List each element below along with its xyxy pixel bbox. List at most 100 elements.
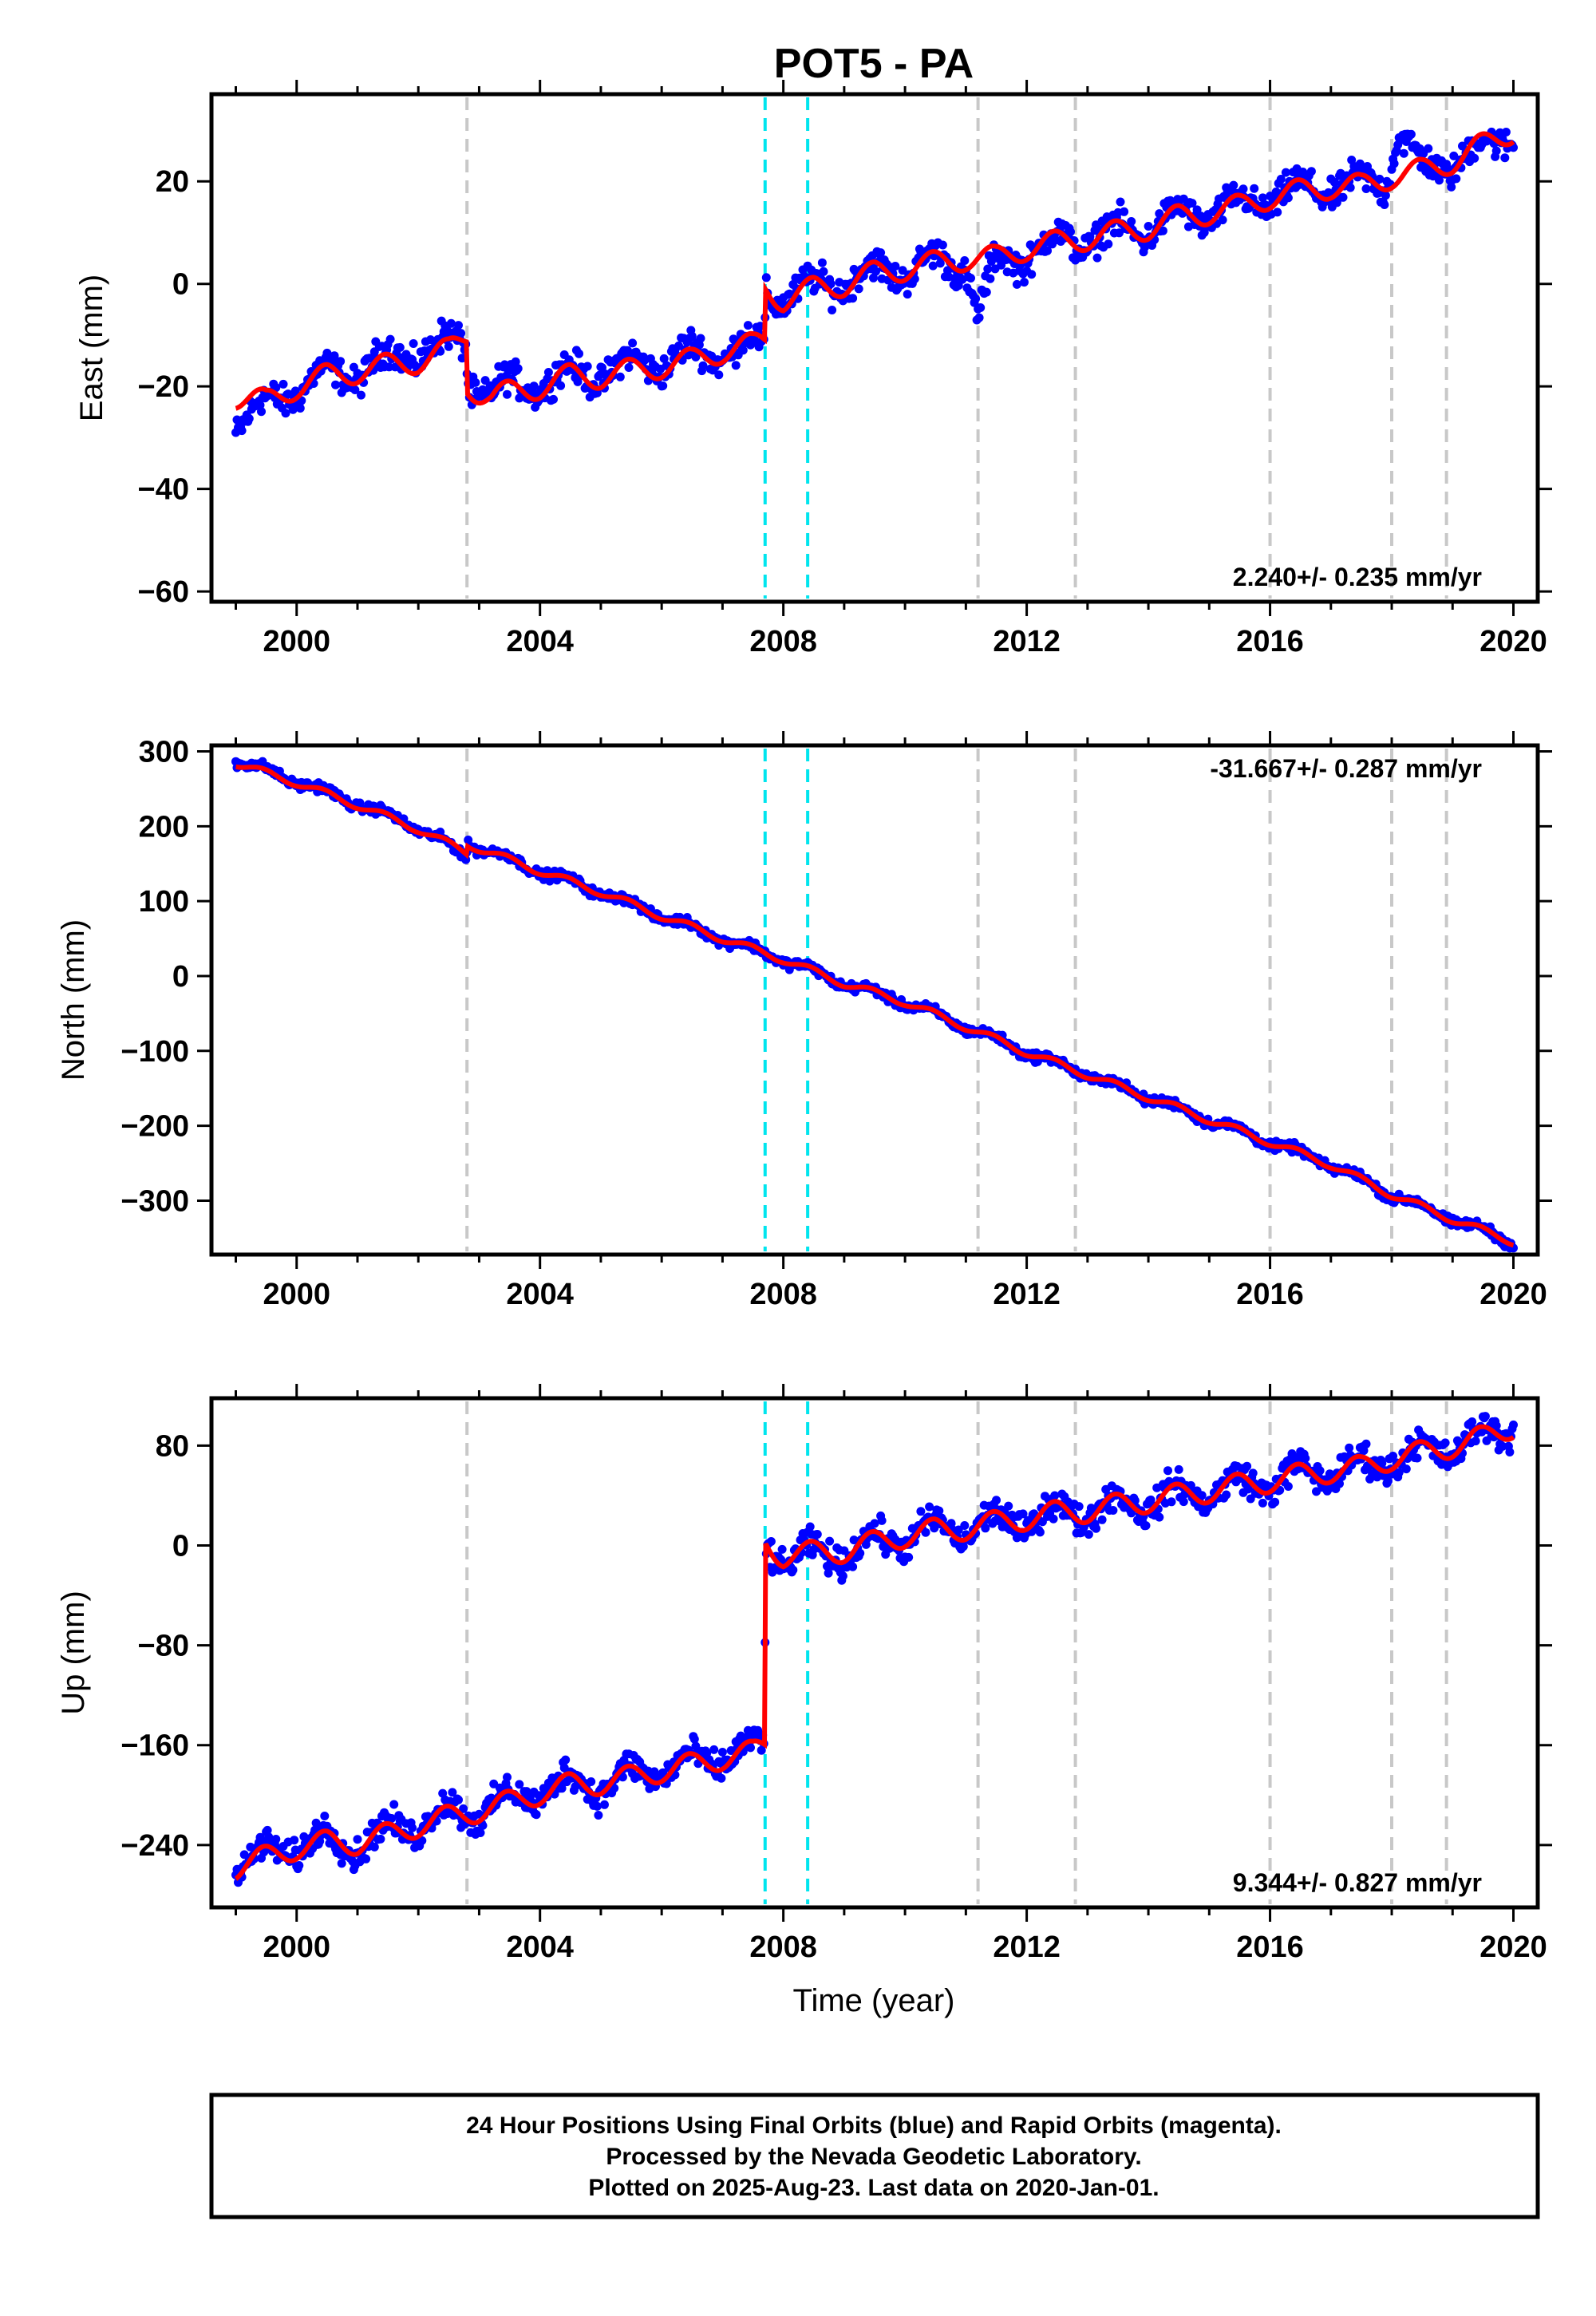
x-tick-label: 2004 (506, 1931, 574, 1964)
x-tick-label: 2000 (263, 625, 330, 658)
data-point (921, 1528, 930, 1537)
y-tick-label: −20 (138, 370, 189, 404)
data-point (1092, 253, 1102, 263)
data-point (777, 1544, 787, 1554)
data-point (385, 362, 394, 372)
data-point (1084, 1530, 1093, 1539)
plot-frame (209, 743, 1540, 1257)
data-point (1141, 1521, 1151, 1531)
data-point (513, 364, 523, 373)
data-point (1120, 207, 1129, 216)
data-point (1509, 1420, 1518, 1429)
data-point (1218, 215, 1227, 225)
data-point (1498, 1441, 1507, 1451)
data-point (387, 1814, 397, 1823)
y-tick-label: −100 (120, 1035, 189, 1069)
data-point (1345, 183, 1355, 192)
data-point (1273, 207, 1282, 217)
data-point (1242, 1461, 1252, 1471)
data-point (1004, 1501, 1013, 1511)
x-tick-label: 2020 (1479, 1931, 1547, 1964)
data-point (971, 294, 981, 303)
data-point (928, 261, 938, 271)
data-point (456, 329, 466, 338)
data-point (689, 1734, 699, 1744)
data-point (503, 1773, 512, 1782)
data-point (966, 274, 975, 283)
data-point (761, 273, 771, 283)
data-point (1222, 1490, 1231, 1500)
data-point (511, 357, 520, 366)
data-point (960, 256, 970, 265)
data-point (658, 381, 668, 390)
page-title: POT5 - PA (774, 41, 974, 87)
data-point (389, 1800, 399, 1809)
x-tick-label: 2000 (263, 1278, 330, 1311)
y-tick-label: 300 (139, 736, 189, 769)
data-point (1424, 144, 1433, 153)
y-tick-label: −40 (138, 473, 189, 507)
y-tick-label: 20 (156, 165, 189, 199)
data-point (1480, 1412, 1490, 1421)
x-tick-label: 2016 (1236, 1278, 1304, 1311)
data-point (600, 1800, 609, 1809)
data-point (594, 1811, 603, 1820)
data-point (1276, 175, 1286, 184)
data-point (1389, 1452, 1398, 1460)
data-point (925, 1502, 934, 1512)
data-point (1012, 279, 1021, 289)
data-point (1155, 1512, 1164, 1522)
data-point (417, 1836, 427, 1845)
plot-frame (209, 1396, 1540, 1910)
data-point (454, 321, 463, 330)
data-point (592, 388, 602, 397)
data-point (1144, 222, 1153, 231)
data-point (876, 248, 886, 258)
x-tick-label: 2016 (1236, 625, 1304, 658)
data-point (1338, 192, 1348, 202)
data-point (714, 370, 724, 380)
data-point (1127, 217, 1136, 226)
data-point (1399, 148, 1408, 158)
data-point (446, 318, 456, 328)
y-tick-label: −80 (138, 1630, 189, 1663)
x-tick-label: 2012 (993, 625, 1061, 658)
data-point (1315, 1466, 1325, 1476)
data-point (1468, 1417, 1477, 1426)
data-point (870, 1519, 879, 1528)
y-tick-label: 200 (139, 810, 189, 844)
data-point (1179, 1497, 1188, 1507)
data-point (1187, 199, 1197, 208)
x-tick-label: 2008 (749, 1278, 817, 1311)
data-point (369, 1842, 379, 1852)
data-point (659, 354, 669, 363)
data-point (855, 1548, 865, 1558)
data-point (583, 362, 592, 371)
x-tick-label: 2000 (263, 1931, 330, 1964)
data-point (288, 405, 298, 414)
data-point (1248, 1468, 1258, 1478)
data-point (687, 331, 697, 341)
data-point (320, 1812, 330, 1820)
data-point (330, 351, 339, 361)
data-point (812, 1530, 822, 1539)
x-axis-label: Time (year) (793, 1983, 955, 2018)
data-point (848, 1562, 858, 1571)
data-point (1440, 1438, 1450, 1448)
data-point (877, 1516, 887, 1525)
data-point (1394, 1468, 1404, 1477)
data-point (986, 274, 995, 283)
data-point (958, 1542, 968, 1551)
data-point (981, 1524, 990, 1533)
data-point (311, 1818, 321, 1828)
data-point (1283, 1482, 1293, 1491)
data-point (871, 267, 880, 276)
data-point (1197, 1491, 1207, 1500)
rate-label: 2.240+/- 0.235 mm/yr (1233, 563, 1482, 591)
data-point (628, 338, 638, 348)
data-point (1384, 1476, 1393, 1486)
data-point (826, 279, 836, 289)
data-point (336, 357, 346, 366)
data-point (960, 1521, 970, 1530)
data-point (1491, 1421, 1501, 1430)
